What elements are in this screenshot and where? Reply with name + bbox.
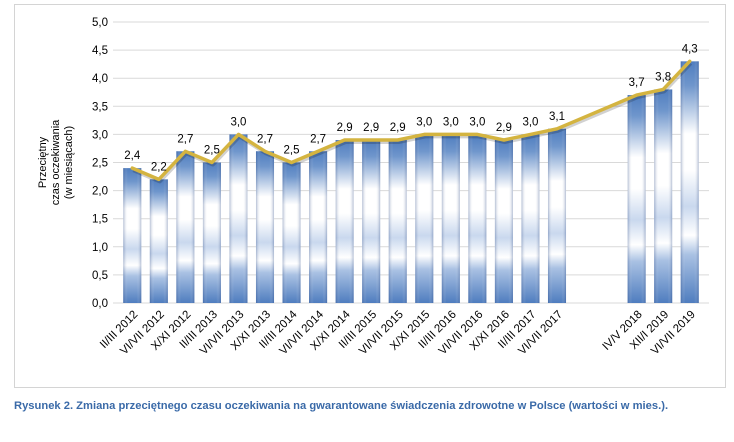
data-label: 3,0 xyxy=(416,116,432,128)
bar-shade xyxy=(441,134,460,303)
data-label: 2,9 xyxy=(363,122,379,134)
y-tick-label: 1,5 xyxy=(92,214,108,226)
y-axis-title-line: (w miesiącach) xyxy=(63,126,75,199)
figure-caption: Rysunek 2. Zmiana przeciętnego czasu ocz… xyxy=(14,400,669,412)
data-label: 3,0 xyxy=(230,116,246,128)
bar-shade xyxy=(309,151,328,303)
data-label: 2,5 xyxy=(284,145,300,157)
y-tick-label: 1,0 xyxy=(92,242,108,254)
bar-shade xyxy=(123,168,142,303)
data-labels: 2,4 2,2 2,7 2,5 3,0 2,7 2,5 2,7 2,9 2,9 2,9 3,0 3,0 3… xyxy=(124,43,697,173)
data-label: 2,9 xyxy=(337,122,353,134)
bar-shade xyxy=(335,140,354,303)
bar-shade xyxy=(149,179,168,303)
y-tick-label: 3,0 xyxy=(92,129,108,141)
bar-shade xyxy=(547,128,567,303)
y-tick-label: 5,0 xyxy=(92,17,108,29)
bar-shade xyxy=(362,140,381,303)
bar-shade xyxy=(680,61,699,304)
data-label: 3,0 xyxy=(443,116,459,128)
data-label: 2,5 xyxy=(204,145,220,157)
trend-line-shadow xyxy=(132,61,693,184)
y-gridlines xyxy=(113,21,709,304)
bar-shade xyxy=(176,151,195,303)
data-label: 2,7 xyxy=(177,133,193,145)
bar-shade xyxy=(415,134,434,303)
y-tick-label: 0,5 xyxy=(92,270,108,282)
bar-shade xyxy=(202,162,221,303)
data-label: 2,7 xyxy=(257,133,273,145)
bar-shade xyxy=(654,89,673,303)
y-tick-label: 2,0 xyxy=(92,186,108,198)
y-axis-title-line: Przeciętny xyxy=(37,136,49,188)
bar-shade xyxy=(282,162,301,303)
y-tick-label: 3,5 xyxy=(92,101,108,113)
bar-line-chart: 0,0 0,5 1,0 1,5 2,0 2,5 3,0 3,5 4,0 4,5 5,0 Przecię… xyxy=(37,17,709,357)
y-axis-title-line: czas oczekiwania xyxy=(50,119,62,205)
data-label: 3,0 xyxy=(469,116,485,128)
bar-shade xyxy=(255,151,275,303)
trend-line-group xyxy=(130,59,693,184)
y-tick-label: 0,0 xyxy=(92,298,108,310)
data-label: 3,7 xyxy=(629,77,645,89)
y-axis-ticks: 0,0 0,5 1,0 1,5 2,0 2,5 3,0 3,5 4,0 4,5 5,0 xyxy=(92,17,108,310)
bars xyxy=(123,61,699,304)
bar-shade xyxy=(388,140,407,303)
data-label: 3,0 xyxy=(522,116,538,128)
trend-line xyxy=(130,59,692,182)
bar-shade xyxy=(521,134,540,303)
bar-shade xyxy=(229,134,248,303)
bar-shade xyxy=(627,95,646,303)
y-axis-title: Przeciętny czas oczekiwania (w miesiącach) xyxy=(37,119,75,205)
chart-frame: 0,0 0,5 1,0 1,5 2,0 2,5 3,0 3,5 4,0 4,5 5,0 Przecię… xyxy=(14,4,726,388)
data-label: 2,9 xyxy=(390,122,406,134)
data-label: 2,2 xyxy=(151,161,167,173)
bar-shade xyxy=(494,140,513,303)
bar-shade xyxy=(468,134,487,303)
y-tick-label: 2,5 xyxy=(92,158,108,170)
data-label: 3,8 xyxy=(655,71,671,83)
data-label: 3,1 xyxy=(549,111,565,123)
data-label: 2,7 xyxy=(310,133,326,145)
data-label: 4,3 xyxy=(682,43,698,55)
y-tick-label: 4,0 xyxy=(92,73,108,85)
data-label: 2,4 xyxy=(124,150,141,162)
data-label: 2,9 xyxy=(496,122,512,134)
y-tick-label: 4,5 xyxy=(92,45,108,57)
